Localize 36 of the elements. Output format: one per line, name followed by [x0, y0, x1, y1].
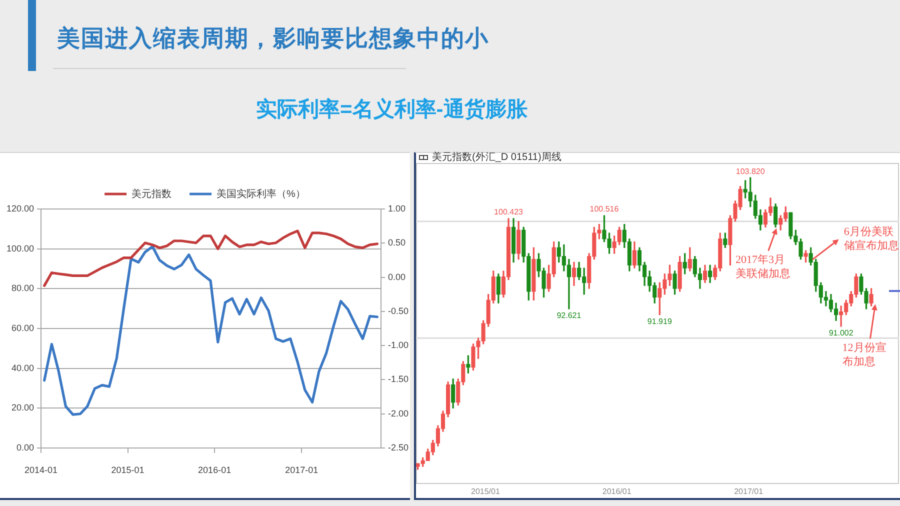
chart-title: 美元指数(外汇_D 01511)周线	[432, 152, 562, 163]
annotation: 91.919	[647, 316, 672, 326]
x-tick-label: 2017/01	[734, 487, 764, 496]
y2-tick-label: -2.50	[388, 442, 409, 452]
x-tick-label: 2016-01	[198, 464, 232, 475]
y2-tick-label: 1.00	[388, 203, 406, 214]
x-tick-label: 2017-01	[285, 464, 318, 475]
legend-label: 美元指数	[132, 188, 172, 200]
annotation: 103.820	[736, 166, 766, 176]
y-tick-label: 40.00	[11, 362, 34, 373]
annotation: 6月份美联储宣布加息	[844, 225, 899, 252]
y-tick-label: 60.00	[11, 322, 34, 333]
y2-tick-label: -2.00	[388, 408, 409, 418]
x-tick-label: 2015/01	[471, 487, 500, 496]
annotation: 2017年3月美联储加息	[736, 254, 791, 280]
y2-tick-label: -1.50	[388, 374, 409, 384]
y-tick-label: 0.00	[16, 442, 34, 452]
y-tick-label: 80.00	[11, 283, 34, 294]
chart-subtitle: 实际利率=名义利率-通货膨胀	[256, 96, 528, 123]
x-tick-label: 2014-01	[24, 464, 58, 475]
annotation: 91.002	[828, 328, 854, 338]
annotation: 92.621	[556, 311, 582, 320]
x-tick-label: 2016/01	[602, 487, 632, 496]
y-tick-label: 100.00	[6, 243, 34, 254]
y2-tick-label: 0.50	[388, 238, 406, 248]
annotation: 100.516	[590, 204, 620, 214]
y2-tick-label: -1.00	[388, 340, 409, 350]
x-tick-label: 2015-01	[111, 464, 144, 475]
y2-tick-label: -0.50	[388, 306, 409, 316]
y-tick-label: 20.00	[11, 402, 34, 413]
legend-label: 美国实际利率（%）	[216, 188, 306, 200]
y-tick-label: 120.00	[6, 203, 34, 214]
y2-tick-label: 0.00	[388, 272, 406, 282]
annotation: 100.423	[494, 208, 524, 217]
chart-title: 美国进入缩表周期，影响要比想象中的小	[57, 24, 489, 53]
annotation: 12月份宣布加息	[842, 340, 886, 368]
